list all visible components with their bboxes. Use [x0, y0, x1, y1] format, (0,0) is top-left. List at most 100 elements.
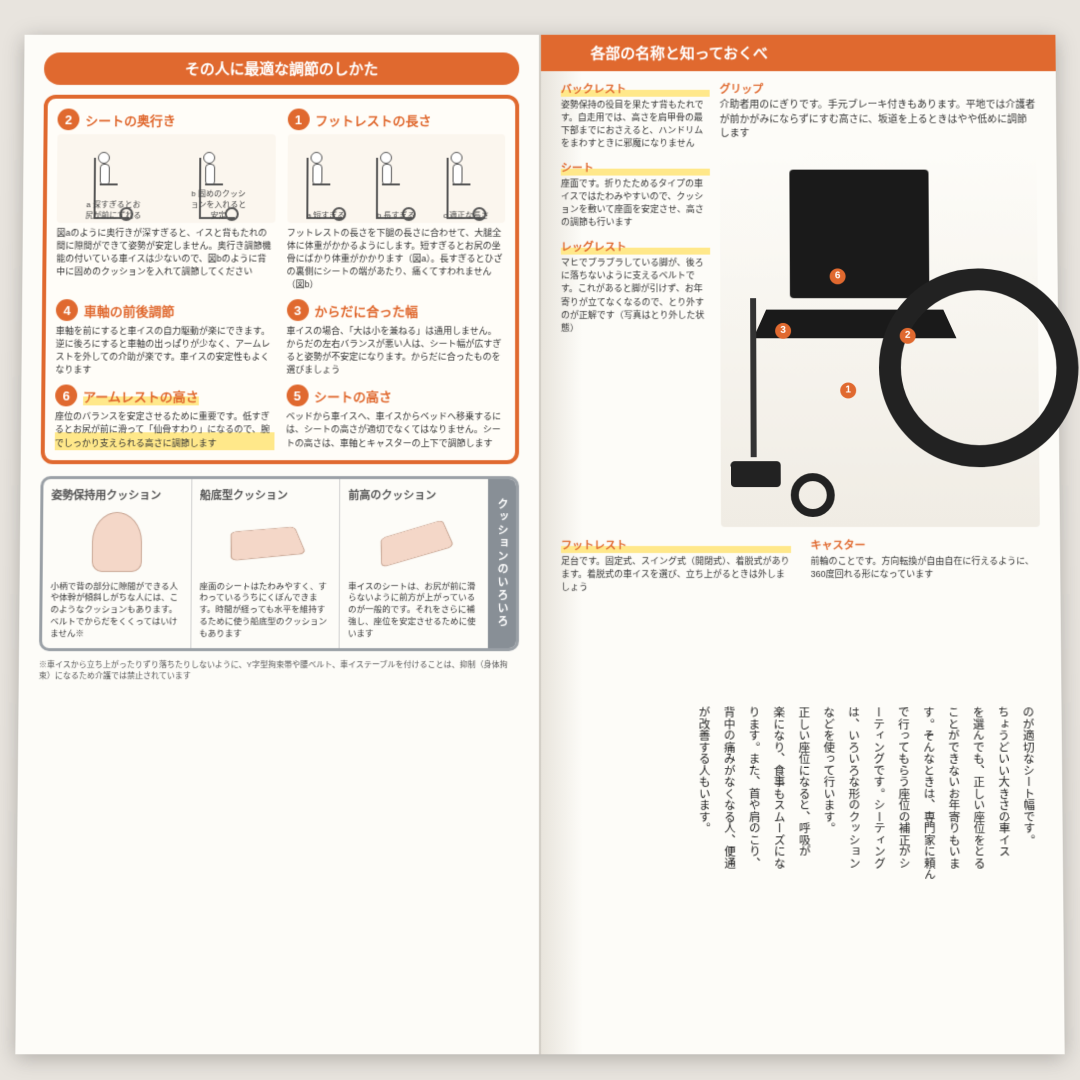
parts-left-column: バックレスト 姿勢保持の役目を果たす背もたれです。自走用では、高さを肩甲骨の最下…: [561, 81, 711, 527]
vertical-text-column: のが適切なシート幅です。: [1016, 706, 1041, 1029]
part-name: レッグレスト: [561, 239, 710, 255]
part-name: フットレスト: [561, 537, 791, 553]
posture-figure: a 短すぎる: [296, 142, 356, 219]
step-number: 3: [286, 299, 308, 321]
diagram-marker-3: 3: [775, 322, 791, 338]
part-desc: マヒでブラブラしている脚が、後ろに落ちないように支えるベルトです。これがあると脚…: [561, 257, 710, 335]
cushions-tab: クッションのいろいろ: [488, 479, 516, 648]
wc-frame: [750, 298, 757, 457]
vertical-text-column: ります。また、首や肩のこり、: [741, 706, 764, 1029]
posture-figure: a 深すぎるとお尻が前にずれる: [83, 142, 143, 219]
wc-footrest: [731, 461, 781, 487]
step-title: 車軸の前後調節: [84, 301, 175, 320]
diagram-marker-2: 2: [900, 327, 916, 343]
step-number: 1: [287, 109, 309, 131]
step-number: 6: [55, 385, 77, 407]
vertical-text-column: で行ってもらう座位の補正がシ: [891, 706, 915, 1029]
footnote: ※車イスから立ち上がったりずり落ちたりしないように、Y字型拘束帯や腰ベルト、車イ…: [39, 659, 519, 681]
right-header: 各部の名称と知っておくべ: [541, 35, 1056, 71]
vertical-text-column: 正しい座位になると、呼吸が: [791, 706, 814, 1029]
part-label: バックレスト 姿勢保持の役目を果たす背もたれです。自走用では、高さを肩甲骨の最下…: [561, 81, 710, 150]
book-spread: その人に最適な調節のしかた 2 シートの奥行き a 深すぎるとお尻が前にずれる …: [15, 35, 1064, 1054]
part-name: バックレスト: [561, 81, 710, 97]
cushion-b: 船底型クッション 座面のシートはたわみやすく、すわっているうちにくぼんできます。…: [191, 479, 341, 648]
part-name: グリップ: [720, 81, 1037, 97]
part-label: キャスター 前輪のことです。方向転換が自由自在に行えるように、360度回れる形に…: [810, 537, 1040, 594]
cushions-panel: 姿勢保持用クッション 小柄で背の部分に隙間ができる人や体幹が傾斜しがちな人には、…: [39, 476, 519, 651]
step-text: 車軸を前にすると車イスの自力駆動が楽にできます。逆に後ろにすると車軸の出っぱりが…: [55, 325, 274, 377]
cushion-illustration: [199, 507, 331, 577]
part-desc: 介助者用のにぎりです。手元ブレーキ付きもあります。平地では介護者が前かがみになら…: [720, 99, 1037, 142]
wc-backrest: [789, 169, 929, 298]
vertical-text-column: 背中の痛みがなくなる人、便通: [717, 706, 740, 1029]
step-text: 座位のバランスを安定させるために重要です。低すぎるとお尻が前に滑って「仙骨すわり…: [55, 411, 274, 450]
part-name: キャスター: [810, 537, 1040, 553]
cushion-title: 前高のクッション: [348, 487, 480, 503]
figure-caption: c 適正な長さ: [436, 210, 496, 221]
vertical-body-text: のが適切なシート幅です。ちょうどいい大きさの車イスを選んでも、正しい座位をとるこ…: [692, 706, 1041, 1029]
vertical-text-column: は、いろいろな形のクッション: [841, 706, 865, 1029]
step-text: 図aのように奥行きが深すぎると、イスと背もたれの間に隙間ができて姿勢が安定しませ…: [56, 227, 275, 279]
vertical-text-column: が改善する人もいます。: [692, 706, 715, 1029]
part-desc: 足台です。固定式、スイング式（開閉式）、着脱式があります。着脱式の車イスを選び、…: [561, 554, 791, 593]
vertical-text-column: す。そんなときは、専門家に頼ん: [916, 706, 940, 1029]
part-name: シート: [561, 160, 710, 176]
wc-caster: [791, 473, 835, 517]
part-label: レッグレスト マヒでブラブラしている脚が、後ろに落ちないように支えるベルトです。…: [561, 239, 710, 334]
vertical-text-column: などを使って行います。: [816, 706, 840, 1029]
posture-figure: c 適正な長さ: [436, 142, 496, 219]
illustration: a 短すぎる b 長すぎる c 適正な長さ: [287, 134, 505, 223]
part-grip: グリップ 介助者用のにぎりです。手元ブレーキ付きもあります。平地では介護者が前か…: [720, 81, 1037, 142]
step-text: 車イスの場合、「大は小を兼ねる」は通用しません。からだの左右バランスが悪い人は、…: [286, 325, 505, 377]
parts-lower-row: フットレスト 足台です。固定式、スイング式（開閉式）、着脱式があります。着脱式の…: [561, 537, 1040, 594]
diagram-marker-6: 6: [830, 268, 846, 284]
cushion-desc: 小柄で背の部分に隙間ができる人や体幹が傾斜しがちな人には、このようなクッションも…: [50, 581, 182, 641]
step-title: アームレストの高さ: [83, 386, 199, 405]
cushion-title: 船底型クッション: [200, 487, 332, 503]
step-number: 5: [286, 385, 308, 407]
step-title: シートの高さ: [314, 386, 392, 405]
figure-caption: a 短すぎる: [296, 210, 356, 221]
adjustment-6: 6 アームレストの高さ 座位のバランスを安定させるために重要です。低すぎるとお尻…: [55, 385, 274, 450]
adjustments-panel: 2 シートの奥行き a 深すぎるとお尻が前にずれる b 固めのクッションを入れる…: [41, 95, 519, 464]
wheelchair-diagram: 6 3 2 1: [720, 149, 1040, 526]
part-desc: 前輪のことです。方向転換が自由自在に行えるように、360度回れる形になっています: [811, 554, 1041, 580]
step-text: フットレストの長さを下腿の長さに合わせて、大腿全体に体重がかかるようにします。短…: [287, 227, 506, 292]
cushion-illustration: [348, 507, 480, 577]
adjustment-4: 4 車軸の前後調節 車軸を前にすると車イスの自力駆動が楽にできます。逆に後ろにす…: [55, 299, 274, 377]
page-left: その人に最適な調節のしかた 2 シートの奥行き a 深すぎるとお尻が前にずれる …: [15, 35, 541, 1054]
left-header: その人に最適な調節のしかた: [44, 52, 519, 84]
page-right: 各部の名称と知っておくべ バックレスト 姿勢保持の役目を果たす背もたれです。自走…: [541, 35, 1065, 1054]
adjustment-5: 5 シートの高さ ベッドから車イスへ、車イスからベッドへ移乗するには、シートの高…: [286, 385, 505, 450]
vertical-text-column: ーティングです。シーティング: [866, 706, 890, 1029]
step-title: フットレストの長さ: [315, 110, 431, 129]
step-title: からだに合った幅: [314, 301, 418, 320]
adjustment-1: 1 フットレストの長さ a 短すぎる b 長すぎる c 適正な長さ フットレスト…: [287, 109, 506, 292]
step-text: ベッドから車イスへ、車イスからベッドへ移乗するには、シートの高さが適切でなくては…: [286, 411, 505, 450]
vertical-text-column: ことができないお年寄りもいま: [941, 706, 965, 1029]
adjustment-2: 2 シートの奥行き a 深すぎるとお尻が前にずれる b 固めのクッションを入れる…: [56, 109, 275, 292]
step-number: 2: [57, 109, 79, 131]
cushion-illustration: [51, 507, 183, 577]
step-number: 4: [56, 299, 78, 321]
part-label: フットレスト 足台です。固定式、スイング式（開閉式）、着脱式があります。着脱式の…: [561, 537, 791, 594]
figure-caption: b 長すぎる: [366, 210, 426, 221]
cushion-c: 前高のクッション 車イスのシートは、お尻が前に滑らないように前方が上がっているの…: [340, 479, 488, 648]
vertical-text-column: 楽になり、食事もスムーズにな: [766, 706, 789, 1029]
part-label: シート 座面です。折りたためるタイプの車イスではたわみやすいので、クッションを敷…: [561, 160, 710, 229]
vertical-text-column: を選んでも、正しい座位をとる: [966, 706, 990, 1029]
parts-area: バックレスト 姿勢保持の役目を果たす背もたれです。自走用では、高さを肩甲骨の最下…: [561, 81, 1040, 527]
illustration: a 深すぎるとお尻が前にずれる b 固めのクッションを入れると安定: [57, 134, 276, 223]
step-title: シートの奥行き: [85, 110, 175, 129]
cushion-desc: 座面のシートはたわみやすく、すわっているうちにくぼんできます。時間が経っても水平…: [199, 581, 331, 641]
posture-figure: b 長すぎる: [366, 142, 426, 219]
diagram-marker-1: 1: [840, 382, 856, 398]
adjustment-3: 3 からだに合った幅 車イスの場合、「大は小を兼ねる」は通用しません。からだの左…: [286, 299, 505, 377]
wc-wheel: [878, 268, 1079, 467]
posture-figure: b 固めのクッションを入れると安定: [189, 142, 249, 219]
cushion-desc: 車イスのシートは、お尻が前に滑らないように前方が上がっているのが一般的です。それ…: [348, 581, 480, 641]
part-desc: 座面です。折りたためるタイプの車イスではたわみやすいので、クッションを敷いて座面…: [561, 178, 710, 230]
vertical-text-column: ちょうどいい大きさの車イス: [991, 706, 1016, 1029]
cushion-title: 姿勢保持用クッション: [51, 487, 183, 503]
part-desc: 姿勢保持の役目を果たす背もたれです。自走用では、高さを肩甲骨の最下部までにおさえ…: [561, 99, 710, 150]
